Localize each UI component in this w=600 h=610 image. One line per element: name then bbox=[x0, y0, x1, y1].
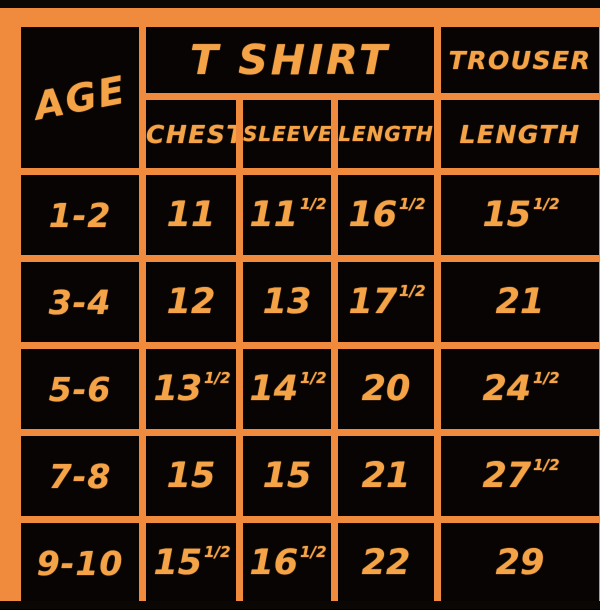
value-chest: 12 bbox=[166, 281, 216, 322]
value-age: 7-8 bbox=[48, 456, 112, 496]
cell-age: 1-2 bbox=[21, 175, 139, 255]
cell-tshirt-length: 21 bbox=[338, 436, 434, 516]
cell-chest: 13 1/2 bbox=[146, 349, 236, 429]
cell-sleeves: 15 bbox=[243, 436, 331, 516]
top-edge-strip bbox=[0, 0, 600, 8]
cell-trouser-length: 27 1/2 bbox=[441, 436, 599, 516]
cell-age: 3-4 bbox=[21, 262, 139, 342]
cell-tshirt-length: 17 1/2 bbox=[338, 262, 434, 342]
table-row: 3-4 12 13 17 1/2 21 bbox=[21, 262, 599, 342]
header-label-tshirt-length: LENGTH bbox=[338, 121, 434, 146]
table-row: 7-8 15 15 21 27 1/2 bbox=[21, 436, 599, 516]
value-trouser-length: 27 bbox=[482, 455, 532, 496]
header-cell-chest: CHEST bbox=[146, 100, 236, 168]
value-chest: 15 bbox=[153, 542, 203, 583]
header-row-groups: AGE T SHIRT TROUSER bbox=[21, 27, 599, 168]
table-head: AGE T SHIRT TROUSER CHEST SLEEVES bbox=[21, 27, 599, 168]
chart-board: AGE T SHIRT TROUSER CHEST SLEEVES bbox=[0, 8, 600, 603]
value-trouser-length: 21 bbox=[495, 281, 545, 322]
cell-tshirt-length: 20 bbox=[338, 349, 434, 429]
value-sleeves-fraction: 1/2 bbox=[300, 195, 327, 214]
header-label-tshirt: T SHIRT bbox=[189, 35, 391, 84]
header-cell-tshirt: T SHIRT bbox=[146, 27, 434, 93]
cell-tshirt-length: 16 1/2 bbox=[338, 175, 434, 255]
size-table: AGE T SHIRT TROUSER CHEST SLEEVES bbox=[14, 20, 600, 610]
value-chest: 13 bbox=[153, 368, 203, 409]
header-row-measures: CHEST SLEEVES LENGTH LENGTH bbox=[21, 100, 599, 168]
value-sleeves: 16 bbox=[249, 542, 299, 583]
value-tshirt-length: 17 bbox=[348, 281, 398, 322]
header-cell-trouser: TROUSER bbox=[441, 27, 599, 93]
value-tshirt-length: 20 bbox=[361, 368, 411, 409]
value-age: 9-10 bbox=[36, 543, 124, 583]
value-tshirt-length: 16 bbox=[348, 194, 398, 235]
value-trouser-length: 24 bbox=[482, 368, 532, 409]
value-trouser-length-fraction: 1/2 bbox=[533, 456, 560, 475]
cell-age: 9-10 bbox=[21, 523, 139, 603]
value-tshirt-length-fraction: 1/2 bbox=[399, 282, 426, 301]
value-sleeves-fraction: 1/2 bbox=[300, 543, 327, 562]
value-tshirt-length-fraction: 1/2 bbox=[399, 195, 426, 214]
table-row: 9-10 15 1/2 16 1/2 22 29 bbox=[21, 523, 599, 603]
table-row: 5-6 13 1/2 14 1/2 20 24 1/2 bbox=[21, 349, 599, 429]
cell-trouser-length: 29 bbox=[441, 523, 599, 603]
header-cell-trouser-length: LENGTH bbox=[441, 100, 599, 168]
cell-trouser-length: 15 1/2 bbox=[441, 175, 599, 255]
cell-sleeves: 13 bbox=[243, 262, 331, 342]
cell-sleeves: 16 1/2 bbox=[243, 523, 331, 603]
cell-sleeves: 14 1/2 bbox=[243, 349, 331, 429]
value-sleeves: 14 bbox=[249, 368, 299, 409]
cell-chest: 11 bbox=[146, 175, 236, 255]
header-cell-age: AGE bbox=[21, 27, 139, 168]
value-age: 5-6 bbox=[48, 369, 112, 409]
value-trouser-length: 29 bbox=[495, 542, 545, 583]
cell-chest: 15 1/2 bbox=[146, 523, 236, 603]
value-chest-fraction: 1/2 bbox=[204, 543, 231, 562]
cell-trouser-length: 24 1/2 bbox=[441, 349, 599, 429]
cell-chest: 12 bbox=[146, 262, 236, 342]
header-cell-sleeves: SLEEVES bbox=[243, 100, 331, 168]
value-sleeves: 13 bbox=[262, 281, 312, 322]
value-trouser-length-fraction: 1/2 bbox=[533, 369, 560, 388]
value-chest: 11 bbox=[166, 194, 216, 235]
value-age: 1-2 bbox=[48, 195, 112, 235]
value-tshirt-length: 22 bbox=[361, 542, 411, 583]
cell-tshirt-length: 22 bbox=[338, 523, 434, 603]
value-trouser-length: 15 bbox=[482, 194, 532, 235]
table-row: 1-2 11 11 1/2 16 1/2 15 1/2 bbox=[21, 175, 599, 255]
value-sleeves: 15 bbox=[262, 455, 312, 496]
value-tshirt-length: 21 bbox=[361, 455, 411, 496]
header-label-chest: CHEST bbox=[146, 119, 236, 149]
cell-age: 7-8 bbox=[21, 436, 139, 516]
value-chest-fraction: 1/2 bbox=[204, 369, 231, 388]
cell-trouser-length: 21 bbox=[441, 262, 599, 342]
value-chest: 15 bbox=[166, 455, 216, 496]
table-body: 1-2 11 11 1/2 16 1/2 15 1/2 3-4 12 13 17 1/2 21 5-6 13 1… bbox=[21, 175, 599, 603]
header-label-trouser-length: LENGTH bbox=[459, 119, 581, 149]
cell-sleeves: 11 1/2 bbox=[243, 175, 331, 255]
header-label-age: AGE bbox=[30, 67, 130, 128]
value-trouser-length-fraction: 1/2 bbox=[533, 195, 560, 214]
header-label-sleeves: SLEEVES bbox=[243, 121, 331, 146]
header-cell-tshirt-length: LENGTH bbox=[338, 100, 434, 168]
value-sleeves: 11 bbox=[249, 194, 299, 235]
value-age: 3-4 bbox=[48, 282, 112, 322]
cell-age: 5-6 bbox=[21, 349, 139, 429]
cell-chest: 15 bbox=[146, 436, 236, 516]
header-label-trouser: TROUSER bbox=[448, 45, 592, 75]
value-sleeves-fraction: 1/2 bbox=[300, 369, 327, 388]
bottom-edge-strip bbox=[0, 601, 600, 609]
